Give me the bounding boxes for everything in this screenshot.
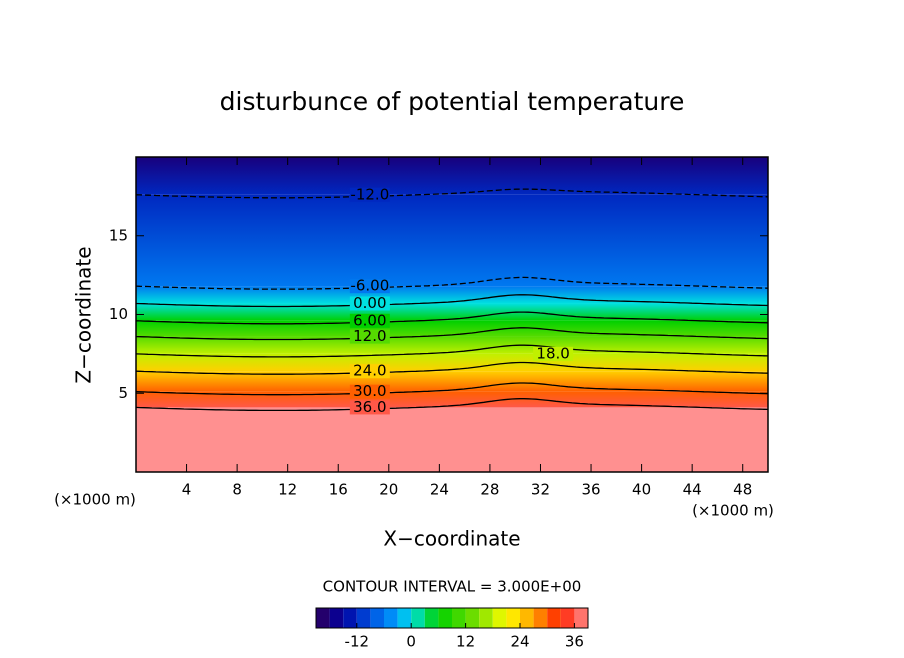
contour-line [135,361,769,375]
fill-band [136,391,768,408]
fill-band [136,194,768,287]
contour-label-bg [349,400,390,415]
contour-label-bg [349,329,390,344]
colorbar-cell [506,608,520,628]
contour-label-bg [349,279,390,294]
colorbar-cell [370,608,384,628]
colorbar-cell [465,608,480,628]
colorbar-cell [438,608,452,628]
fill-band [136,353,768,372]
contour-label: 0.00 [353,294,386,312]
colorbar-cell [316,608,330,628]
contour-line [135,344,769,358]
contour-line [135,294,769,308]
y-unit-label: (×1000 m) [54,491,136,509]
colorbar-cell [547,608,561,628]
x-tick-label: 4 [182,481,192,499]
contour-interval: CONTOUR INTERVAL = 3.000E+00 [323,578,582,596]
colorbar-cell [356,608,371,628]
contour-label: 12.0 [353,327,386,345]
contour-line [135,276,769,290]
contour-label: 6.00 [353,311,386,329]
x-tick-label: 16 [329,481,348,499]
colorbar-tick-label: -12 [345,633,370,651]
x-tick-label: 12 [278,481,297,499]
x-tick-label: 48 [733,481,752,499]
contour-label: 30.0 [353,382,386,400]
x-axis-label: X−coordinate [383,527,520,551]
colorbar-tick-label: 36 [565,633,584,651]
colorbar-cell [329,608,344,628]
fill-band [136,320,768,337]
fill-band [136,303,768,321]
fill-band [136,407,768,472]
x-tick-label: 8 [232,481,242,499]
contour-line [135,327,769,341]
colorbar-tick-label: 12 [456,633,475,651]
colorbar-cell [520,608,534,628]
y-tick-label: 10 [109,305,128,323]
colorbar-cell [397,608,412,628]
colorbar-frame [315,607,589,629]
colorbar-cell [424,608,439,628]
contour-label-bg [349,313,390,328]
x-tick-label: 40 [632,481,651,499]
x-tick-label: 28 [480,481,499,499]
colorbar-tick-label: 24 [510,633,529,651]
contour-label-bg [349,384,390,399]
colorbar-tick-label: 0 [406,633,416,651]
y-tick-label: 15 [109,226,128,244]
x-tick-label: 44 [683,481,702,499]
contour-label-bg [349,296,390,311]
contour-label-bg [349,187,390,202]
x-tick-label: 32 [531,481,550,499]
x-tick-label: 36 [581,481,600,499]
colorbar-cell [384,608,398,628]
contour-label-bg [533,346,574,361]
colorbar-cell [492,608,507,628]
fill-band [136,286,768,304]
fill-band [136,371,768,392]
chart-title: disturbunce of potential temperature [220,87,685,116]
colorbar-cell [533,608,548,628]
contour-label: 18.0 [536,344,569,362]
fill-band [136,157,768,195]
x-tick-label: 24 [430,481,449,499]
contour-label: 36.0 [353,398,386,416]
x-unit-label: (×1000 m) [692,502,774,520]
colorbar-cell [574,608,588,628]
y-tick-label: 5 [118,384,128,402]
contour-label: -6.00 [350,277,389,295]
colorbar-cell [479,608,493,628]
fill-band [136,336,768,354]
x-tick-label: 20 [379,481,398,499]
colorbar-cell [411,608,425,628]
contour-line [135,398,769,412]
y-axis-label: Z−coordinate [72,246,96,383]
colorbar-cell [343,608,357,628]
colorbar-cell [452,608,466,628]
contour-label-bg [349,364,390,379]
contour-label: -12.0 [350,185,389,203]
contour-label: 24.0 [353,362,386,380]
colorbar-cell [560,608,575,628]
contour-line [135,311,769,325]
contour-line [135,382,769,396]
contour-line [135,188,769,199]
